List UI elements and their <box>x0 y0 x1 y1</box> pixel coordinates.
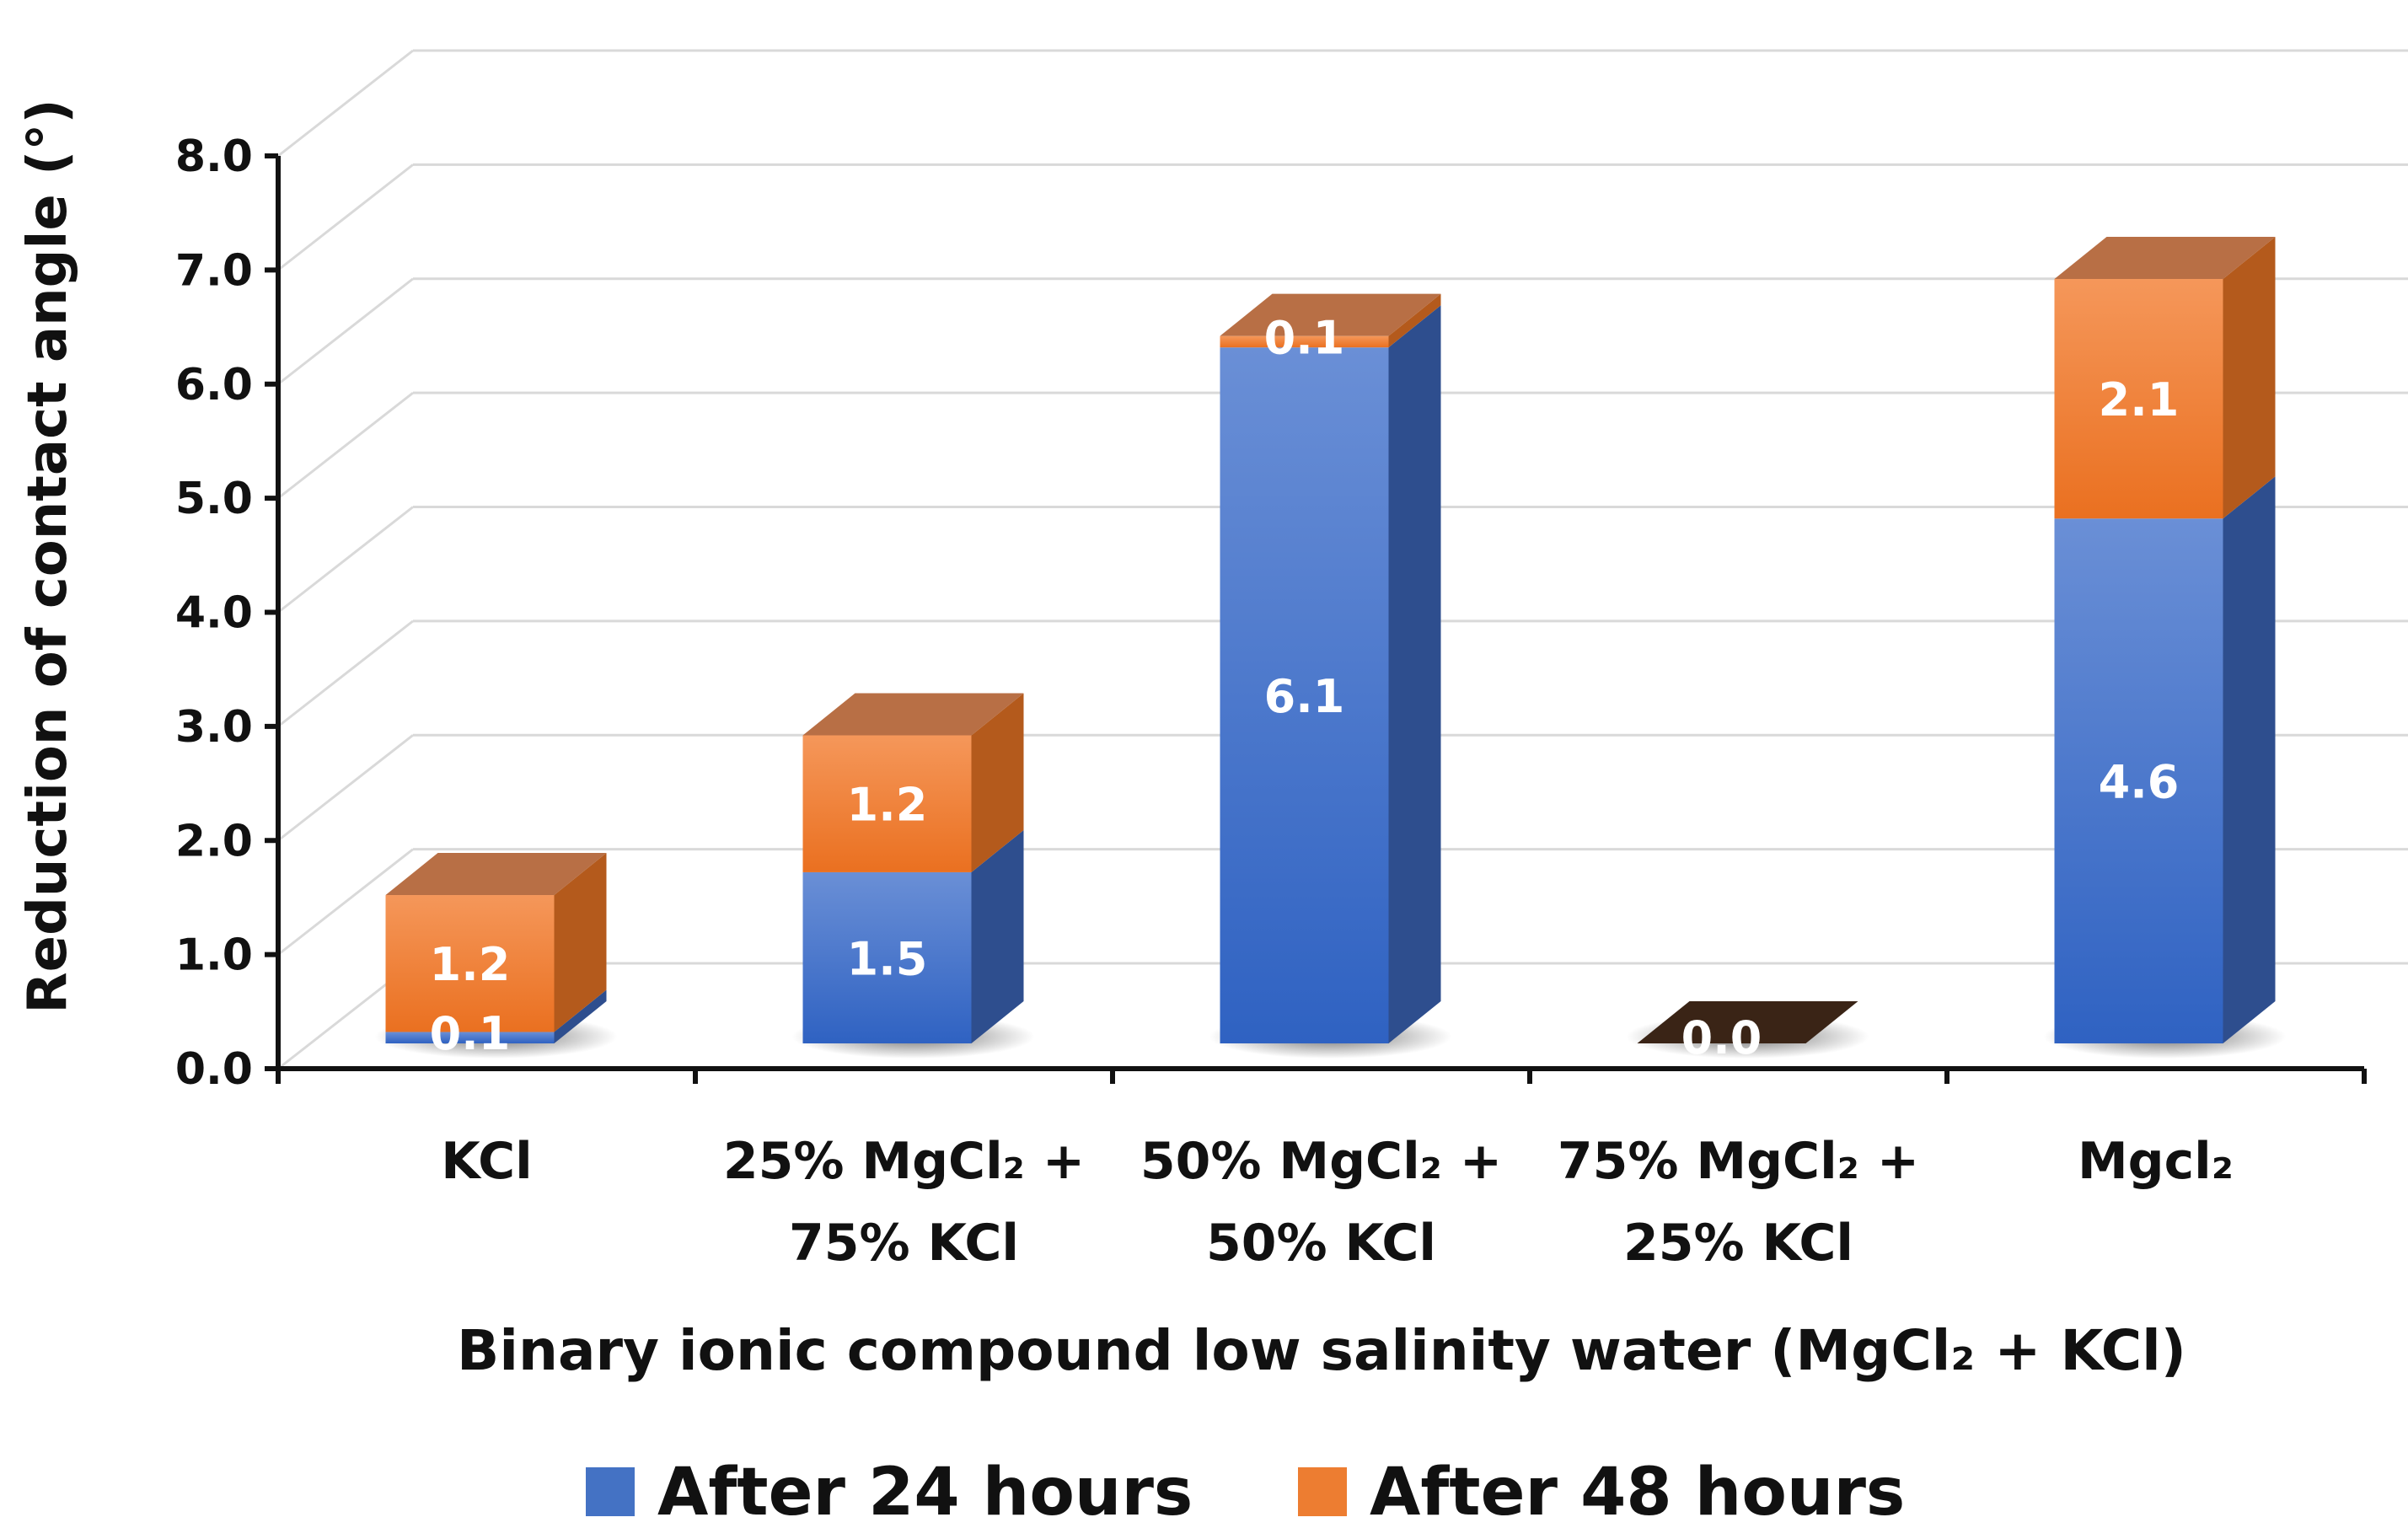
bar-24h-front <box>1220 347 1389 1043</box>
bar-48h-top <box>1220 293 1441 336</box>
bar-24h-side <box>554 989 607 1043</box>
x-tick-label: 50% MgCl₂ + <box>1140 1132 1502 1191</box>
y-tick-label: 1.0 <box>175 930 253 981</box>
gridline-diagonal <box>277 619 414 728</box>
bar-48h-front <box>2054 278 2223 519</box>
y-tick-label: 2.0 <box>175 816 253 866</box>
legend-swatch-48h <box>1298 1467 1347 1516</box>
gridline-diagonal <box>277 277 414 385</box>
gridline-diagonal <box>277 391 414 500</box>
y-tick-label: 8.0 <box>175 131 253 182</box>
bar-zero-base <box>1637 1001 1858 1043</box>
bars <box>374 236 2287 1059</box>
bar-48h-side <box>971 693 1024 872</box>
data-labels: 0.1 1.2 1.5 1.2 6.1 0.1 0.0 4.6 2.1 <box>430 311 2180 1064</box>
x-tick-label: 50% KCl <box>1206 1214 1436 1273</box>
bar-48h-side <box>554 853 607 1032</box>
gridline-diagonal <box>277 734 414 842</box>
legend: After 24 hours After 48 hours <box>586 1455 1905 1528</box>
data-label: 1.2 <box>847 779 928 832</box>
gridline-diagonal <box>277 164 414 271</box>
data-label: 4.6 <box>2099 756 2180 809</box>
bar-group <box>791 693 1035 1059</box>
x-tick-label: 25% MgCl₂ + <box>723 1132 1085 1191</box>
gridline-diagonal <box>277 506 414 614</box>
x-tick-label: 25% KCl <box>1623 1214 1853 1273</box>
bar-48h-front <box>385 895 555 1032</box>
bar-48h-front <box>802 735 972 872</box>
x-tick-label: 75% MgCl₂ + <box>1558 1132 1919 1191</box>
data-label: 6.1 <box>1264 670 1345 723</box>
y-tick-label: 7.0 <box>175 245 253 296</box>
bar-24h-side <box>971 829 1024 1043</box>
data-label: 0.0 <box>1681 1011 1762 1064</box>
gridline-diagonal <box>277 49 414 158</box>
x-axis-title: Binary ionic compound low salinity water… <box>457 1318 2186 1383</box>
bar-48h-side <box>2223 236 2276 519</box>
x-tick-label: KCl <box>441 1132 532 1191</box>
y-tick-label: 0.0 <box>175 1044 253 1095</box>
x-tick-label: Mgcl₂ <box>2078 1132 2234 1191</box>
y-tick-label: 4.0 <box>175 588 253 639</box>
bar-24h-side <box>1388 305 1441 1043</box>
bar-48h-side <box>1388 293 1441 348</box>
bar-group <box>1626 1001 1869 1059</box>
bar-24h-side <box>2223 476 2276 1043</box>
data-label: 1.2 <box>430 938 511 991</box>
y-tick-label: 3.0 <box>175 702 253 753</box>
bar-24h-front <box>2054 518 2223 1043</box>
y-tick-label: 6.0 <box>175 360 253 410</box>
bar-24h-front <box>802 871 972 1043</box>
data-label: 1.5 <box>847 932 928 985</box>
bar-group <box>374 853 618 1059</box>
legend-label-48h: After 48 hours <box>1370 1455 1905 1528</box>
bar-group <box>1209 293 1452 1059</box>
data-label: 0.1 <box>430 1007 511 1060</box>
gridline-diagonal <box>277 848 414 956</box>
bar-48h-top <box>802 693 1024 736</box>
data-label: 2.1 <box>2099 373 2180 426</box>
y-tick-label: 5.0 <box>175 474 253 524</box>
axes: 0.0 1.0 2.0 3.0 4.0 5.0 6.0 7.0 8.0 KCl 25% MgCl₂ … <box>175 131 2367 1273</box>
data-label: 0.1 <box>1264 311 1345 364</box>
bar-24h-front <box>385 1032 555 1043</box>
bar-48h-front <box>1220 335 1389 348</box>
bar-48h-top <box>385 853 607 896</box>
legend-swatch-24h <box>586 1467 635 1516</box>
legend-label-24h: After 24 hours <box>657 1455 1193 1528</box>
bar-48h-top <box>2054 236 2276 279</box>
y-axis-title: Reduction of contact angle (°) <box>17 99 79 1013</box>
bar-group <box>2043 236 2287 1059</box>
x-tick-label: 75% KCl <box>789 1214 1019 1273</box>
